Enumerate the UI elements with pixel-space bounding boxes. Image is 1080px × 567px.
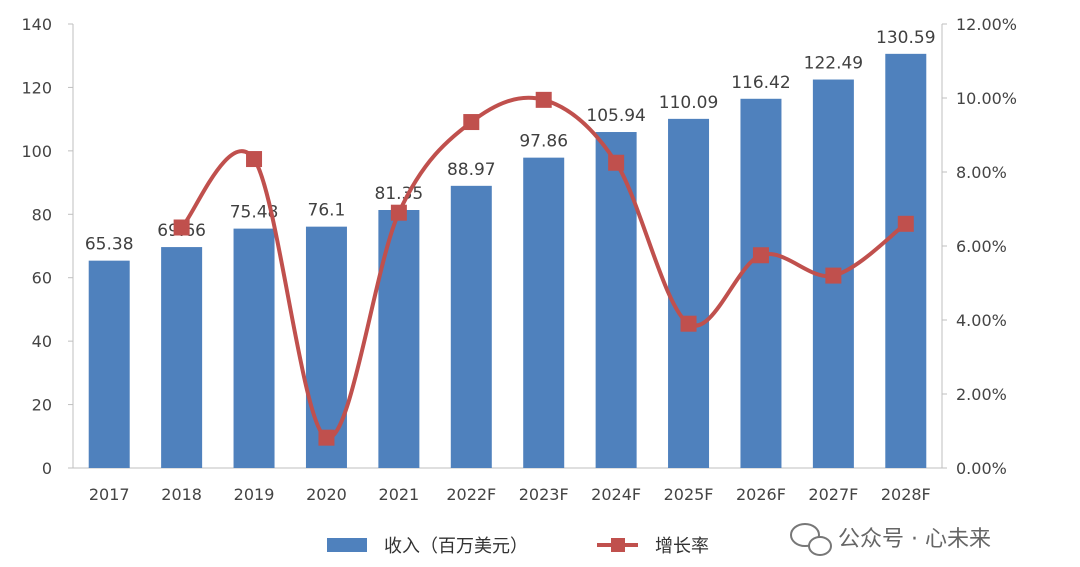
growth-rate-marker — [535, 91, 552, 108]
x-tick-label: 2018 — [161, 485, 202, 504]
left-tick-label: 60 — [32, 269, 52, 288]
watermark-text: 公众号 · 心未来 — [838, 527, 991, 552]
wechat-icon — [790, 523, 832, 556]
legend-label-revenue: 收入（百万美元） — [384, 536, 528, 557]
right-tick-label: 4.00% — [956, 311, 1007, 330]
legend-swatch-revenue — [327, 538, 367, 552]
left-tick-label: 120 — [21, 78, 52, 97]
growth-rate-marker — [608, 154, 625, 171]
left-tick-label: 20 — [32, 396, 52, 415]
growth-rate-marker — [318, 429, 335, 446]
left-tick-label: 140 — [21, 15, 52, 34]
x-tick-label: 2017 — [89, 485, 130, 504]
x-tick-label: 2021 — [379, 485, 420, 504]
bar-value-label: 116.42 — [731, 73, 790, 93]
growth-rate-marker — [825, 267, 842, 284]
legend-label-growth: 增长率 — [655, 536, 709, 557]
bar-value-label: 76.1 — [308, 201, 346, 221]
x-tick-label: 2027F — [808, 485, 858, 504]
bar — [523, 157, 565, 469]
bar — [740, 98, 782, 468]
x-tick-label: 2028F — [881, 485, 931, 504]
bar — [885, 53, 927, 469]
x-tick-label: 2026F — [736, 485, 786, 504]
bar — [378, 210, 420, 469]
growth-rate-marker — [246, 151, 263, 168]
growth-rate-marker — [897, 215, 914, 232]
right-tick-label: 2.00% — [956, 385, 1007, 404]
right-tick-label: 12.00% — [956, 15, 1017, 34]
bar-value-label: 81.35 — [375, 184, 424, 204]
left-tick-label: 40 — [32, 332, 52, 351]
growth-rate-marker — [463, 114, 480, 131]
bar — [161, 247, 203, 468]
bar — [450, 185, 492, 468]
revenue-bars — [88, 53, 927, 469]
growth-rate-marker — [173, 219, 190, 236]
growth-rate-marker — [390, 204, 407, 221]
bar-value-label: 122.49 — [804, 54, 863, 74]
bar-value-label: 97.86 — [519, 132, 568, 152]
bar — [88, 260, 130, 468]
axes: 0 20 40 60 80 100 120 140 0.00% 2.00% 4.00% 6.00% 8.… — [21, 15, 1017, 504]
x-tick-label: 2022F — [446, 485, 496, 504]
right-tick-label: 10.00% — [956, 89, 1017, 108]
bar-value-label: 65.38 — [85, 235, 134, 255]
right-tick-label: 0.00% — [956, 459, 1007, 478]
x-tick-label: 2020 — [306, 485, 347, 504]
right-tick-label: 6.00% — [956, 237, 1007, 256]
bar-data-labels: 65.3869.6675.4876.181.3588.9797.86105.94… — [85, 28, 936, 255]
watermark: 公众号 · 心未来 — [790, 523, 991, 556]
left-tick-label: 100 — [21, 142, 52, 161]
growth-rate-line — [173, 91, 914, 446]
bar — [668, 118, 710, 469]
bar-value-label: 88.97 — [447, 160, 496, 180]
growth-rate-marker — [680, 315, 697, 332]
bar-value-label: 75.48 — [230, 203, 279, 223]
right-tick-label: 8.00% — [956, 163, 1007, 182]
bar-value-label: 110.09 — [659, 93, 718, 113]
left-tick-label: 0 — [42, 459, 52, 478]
x-tick-label: 2025F — [664, 485, 714, 504]
left-tick-label: 80 — [32, 205, 52, 224]
bar — [233, 228, 275, 468]
bar — [595, 132, 637, 468]
legend: 收入（百万美元） 增长率 — [327, 536, 709, 557]
bar-value-label: 130.59 — [876, 28, 935, 48]
growth-rate-marker — [752, 247, 769, 264]
x-tick-label: 2023F — [519, 485, 569, 504]
legend-swatch-growth-marker — [611, 538, 625, 552]
x-tick-label: 2019 — [234, 485, 275, 504]
bar-value-label: 105.94 — [586, 106, 645, 126]
x-tick-label: 2024F — [591, 485, 641, 504]
